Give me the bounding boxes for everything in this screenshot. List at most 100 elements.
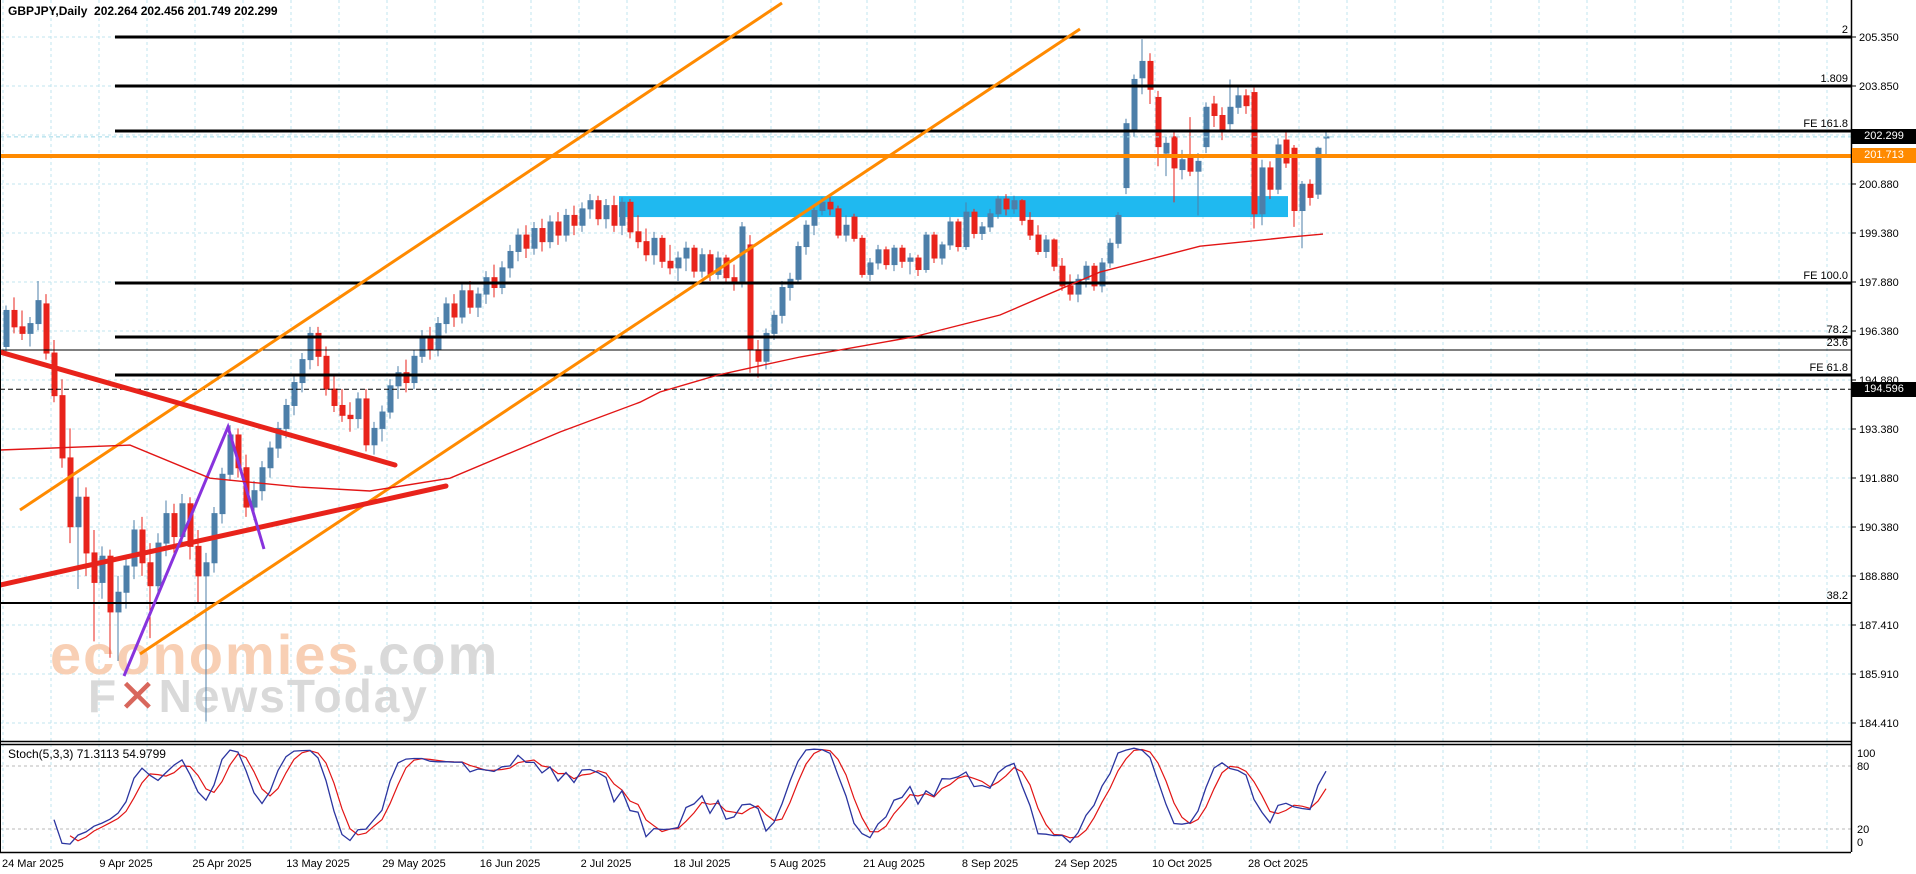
candle-body [899, 247, 906, 262]
price-tick-label: 199.380 [1859, 228, 1899, 240]
candle-body [1155, 96, 1162, 148]
orange-trendline-lower [139, 27, 1081, 656]
candle-body [1315, 147, 1322, 195]
price-tick-label: 196.380 [1859, 326, 1899, 338]
candle-body [707, 254, 714, 275]
price-tick-label: 200.880 [1859, 179, 1899, 191]
candle-body [947, 221, 954, 246]
candle-body [483, 277, 490, 295]
candle-body [1011, 200, 1018, 210]
red-ascending-trendline [0, 483, 449, 588]
stochastic-label: Stoch(5,3,3) 71.3113 54.9799 [8, 747, 166, 761]
candle-body [963, 211, 970, 248]
candle-body [835, 208, 842, 236]
candle-body [635, 231, 642, 243]
price-tick-label: 203.850 [1859, 81, 1899, 93]
candle-body [923, 234, 930, 270]
candle-body [1251, 92, 1258, 215]
candle-body [427, 336, 434, 351]
date-label: 16 Jun 2025 [480, 858, 541, 870]
candle-body [843, 224, 850, 236]
candle-body [531, 228, 538, 249]
candle-body [91, 552, 98, 583]
candle-body [155, 542, 162, 587]
stochastic-name: Stoch(5,3,3) [8, 747, 74, 761]
stoch-scale-label: 80 [1857, 761, 1869, 773]
candle-body [803, 224, 810, 248]
candle-body [643, 241, 650, 256]
watermark: economies.com F✕NewsToday [50, 623, 497, 722]
candle-body [1139, 60, 1146, 79]
date-label: 8 Sep 2025 [962, 858, 1018, 870]
candle-body [107, 555, 114, 613]
candle-body [1147, 60, 1154, 90]
chart-title-ohlc: GBPJPY,Daily 202.264 202.456 201.749 202… [8, 4, 278, 18]
candle-body [1243, 95, 1250, 107]
candle-body [395, 372, 402, 387]
candle-body [619, 201, 626, 226]
candle-body [587, 200, 594, 210]
candle-body [403, 372, 410, 384]
candle-body [203, 562, 210, 577]
candle-body [1019, 200, 1026, 221]
candle-body [755, 349, 762, 362]
price-tick-label: 197.880 [1859, 277, 1899, 289]
price-tick-label: 185.910 [1859, 669, 1899, 681]
candle-body [1307, 183, 1314, 198]
candle-body [315, 332, 322, 357]
candle-body [875, 249, 882, 264]
candle-body [675, 257, 682, 269]
date-label: 25 Apr 2025 [192, 858, 251, 870]
candle-body [595, 200, 602, 220]
orange-line-price-tag[interactable]: 201.713 [1852, 148, 1916, 163]
date-label: 5 Aug 2025 [770, 858, 826, 870]
stochastic-main-line [53, 747, 1327, 845]
candle-body [11, 309, 18, 328]
candle-body [1171, 136, 1178, 169]
candle-body [523, 234, 530, 249]
candle-body [851, 216, 858, 239]
candle-body [1267, 167, 1274, 190]
watermark-fxnewstoday: F✕NewsToday [88, 670, 429, 722]
date-label: 24 Mar 2025 [2, 858, 64, 870]
candle-body [331, 388, 338, 406]
candle-body [1067, 285, 1074, 295]
candle-body [275, 427, 282, 449]
candle-body [779, 287, 786, 316]
candle-body [43, 303, 50, 354]
candle-body [1283, 139, 1290, 164]
candle-body [699, 254, 706, 272]
moving-average-line [0, 233, 1324, 492]
candle-body [939, 244, 946, 259]
candle-body [131, 529, 138, 567]
fib-label: FE 100.0 [1803, 270, 1848, 282]
candle-body [1083, 265, 1090, 280]
purple-trendline [122, 422, 266, 677]
candle-body [931, 234, 938, 259]
dashed-line-price-tag[interactable]: 194.596 [1852, 382, 1916, 397]
candle-body [1203, 106, 1210, 148]
candle-body [35, 300, 42, 325]
candle-body [883, 249, 890, 266]
candle-body [1003, 198, 1010, 210]
candle-body [123, 565, 130, 593]
candle-body [283, 404, 290, 429]
candle-body [627, 201, 634, 233]
candle-body [1299, 183, 1306, 212]
candle-body [971, 211, 978, 234]
fib-label: 23.6 [1827, 337, 1848, 349]
candle-body [747, 244, 754, 351]
date-label: 28 Oct 2025 [1248, 858, 1308, 870]
candle-body [1163, 142, 1170, 154]
price-tick-label: 188.880 [1859, 571, 1899, 583]
candle-body [811, 210, 818, 226]
fib-label: 78.2 [1827, 324, 1848, 336]
current-price-tag: 202.299 [1852, 129, 1916, 144]
candle-body [539, 228, 546, 243]
candle-body [1043, 239, 1050, 252]
candle-body [163, 513, 170, 544]
candle-body [75, 496, 82, 528]
